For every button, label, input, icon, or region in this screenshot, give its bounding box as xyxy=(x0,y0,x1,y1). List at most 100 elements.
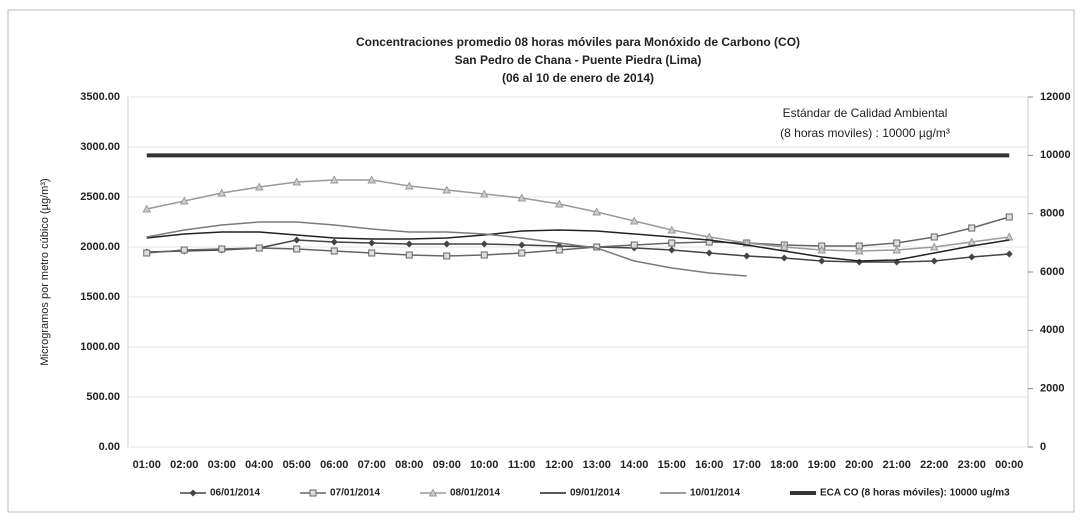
chart-border xyxy=(7,9,1075,513)
marker xyxy=(630,241,638,249)
marker xyxy=(480,240,488,248)
x-tick-label: 02:00 xyxy=(170,459,198,471)
y2-tick-label: 10000 xyxy=(1040,149,1071,161)
series-line xyxy=(146,216,1010,257)
marker xyxy=(1005,250,1013,258)
x-tick-label: 13:00 xyxy=(583,459,611,471)
marker xyxy=(855,258,863,266)
marker xyxy=(1005,213,1013,221)
marker xyxy=(555,246,563,254)
x-tick-label: 06:00 xyxy=(320,459,348,471)
x-tick-label: 23:00 xyxy=(958,459,986,471)
marker xyxy=(893,239,901,247)
x-tick-label: 01:00 xyxy=(133,459,161,471)
x-tick-label: 21:00 xyxy=(883,459,911,471)
legend-marker xyxy=(309,489,317,497)
marker xyxy=(667,225,677,234)
legend-label: 10/01/2014 xyxy=(690,488,740,499)
marker xyxy=(967,237,977,246)
marker xyxy=(217,188,227,197)
marker xyxy=(629,216,639,225)
x-tick-label: 19:00 xyxy=(808,459,836,471)
marker xyxy=(554,199,564,208)
marker xyxy=(255,244,263,252)
marker xyxy=(405,240,413,248)
marker xyxy=(518,249,526,257)
chart-subtitle: San Pedro de Chana - Puente Piedra (Lima… xyxy=(455,53,702,67)
marker xyxy=(443,240,451,248)
y-tick-label: 2500.00 xyxy=(80,191,120,203)
marker xyxy=(367,175,377,184)
x-tick-label: 00:00 xyxy=(995,459,1023,471)
marker xyxy=(368,239,376,247)
annotation: Estándar de Calidad Ambiental xyxy=(783,106,948,120)
marker xyxy=(293,236,301,244)
marker xyxy=(404,181,414,190)
y-tick-label: 3500.00 xyxy=(80,91,120,103)
marker xyxy=(293,245,301,253)
y-tick-label: 2000.00 xyxy=(80,241,120,253)
marker xyxy=(517,193,527,202)
x-tick-label: 18:00 xyxy=(770,459,798,471)
x-tick-label: 17:00 xyxy=(733,459,761,471)
annotation: (8 horas moviles) : 10000 µg/m³ xyxy=(780,126,950,140)
x-tick-label: 05:00 xyxy=(283,459,311,471)
y-tick-label: 0.00 xyxy=(99,441,120,453)
chart-title: Concentraciones promedio 08 horas móvile… xyxy=(356,35,800,49)
legend-label: 08/01/2014 xyxy=(450,488,500,499)
marker xyxy=(368,249,376,257)
x-tick-label: 11:00 xyxy=(508,459,536,471)
marker xyxy=(254,182,264,191)
marker xyxy=(592,207,602,216)
marker xyxy=(743,252,751,260)
marker xyxy=(929,242,939,251)
x-tick-label: 03:00 xyxy=(208,459,236,471)
marker xyxy=(968,253,976,261)
marker xyxy=(179,196,189,205)
x-tick-label: 10:00 xyxy=(470,459,498,471)
y2-tick-label: 8000 xyxy=(1040,208,1064,220)
marker xyxy=(218,245,226,253)
legend-label: 07/01/2014 xyxy=(330,488,380,499)
x-tick-label: 14:00 xyxy=(620,459,648,471)
marker xyxy=(705,249,713,257)
marker xyxy=(668,239,676,247)
legend-marker xyxy=(428,488,438,497)
series-line xyxy=(146,179,1010,252)
marker xyxy=(854,246,864,255)
marker xyxy=(817,245,827,254)
series-line xyxy=(146,239,1010,263)
marker xyxy=(968,224,976,232)
marker xyxy=(330,247,338,255)
y2-tick-label: 4000 xyxy=(1040,324,1064,336)
y-tick-label: 1500.00 xyxy=(80,291,120,303)
x-tick-label: 20:00 xyxy=(845,459,873,471)
marker xyxy=(930,257,938,265)
x-tick-label: 15:00 xyxy=(658,459,686,471)
legend-label: 09/01/2014 xyxy=(570,488,620,499)
plot-area xyxy=(127,96,1029,448)
y2-tick-label: 6000 xyxy=(1040,266,1064,278)
legend-marker xyxy=(189,489,197,497)
marker xyxy=(329,175,339,184)
x-tick-label: 22:00 xyxy=(920,459,948,471)
marker xyxy=(818,257,826,265)
marker xyxy=(143,249,151,257)
y2-tick-label: 0 xyxy=(1040,441,1046,453)
marker xyxy=(518,241,526,249)
marker xyxy=(892,245,902,254)
y-axis-label: Microgramos por metro cúbico (µg/m³) xyxy=(39,178,51,365)
x-tick-label: 04:00 xyxy=(245,459,273,471)
marker xyxy=(292,177,302,186)
x-tick-label: 07:00 xyxy=(358,459,386,471)
y2-tick-label: 2000 xyxy=(1040,383,1064,395)
y-tick-label: 3000.00 xyxy=(80,141,120,153)
y2-tick-label: 12000 xyxy=(1040,91,1071,103)
series-line xyxy=(146,221,747,277)
x-tick-label: 12:00 xyxy=(545,459,573,471)
chart-subtitle: (06 al 10 de enero de 2014) xyxy=(502,71,654,85)
x-tick-label: 16:00 xyxy=(695,459,723,471)
y-tick-label: 500.00 xyxy=(86,391,120,403)
marker xyxy=(405,251,413,259)
